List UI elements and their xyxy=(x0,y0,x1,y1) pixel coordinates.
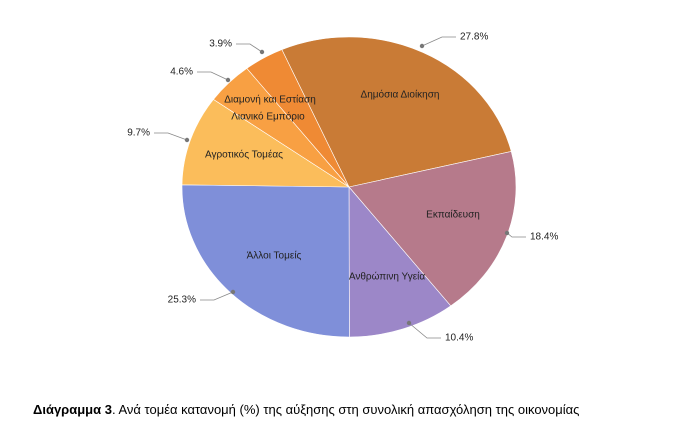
leader-dot xyxy=(504,230,510,236)
slice-label: Άλλοι Τομείς xyxy=(247,250,302,262)
leader-dot xyxy=(184,137,190,143)
value-label: 18.4% xyxy=(530,232,558,243)
pie-slice xyxy=(181,184,350,338)
value-label: 10.4% xyxy=(445,333,473,344)
leader-line xyxy=(506,232,526,238)
slice-label: Αγροτικός Τομέας xyxy=(205,149,283,161)
leader-dot xyxy=(225,77,231,83)
leader-dot xyxy=(419,43,425,49)
leader-line xyxy=(154,132,188,141)
caption-text: . Ανά τομέα κατανομή (%) της αύξησης στη… xyxy=(112,402,580,417)
leader-line xyxy=(421,36,456,47)
leader-dot xyxy=(406,320,412,326)
leader-line xyxy=(408,322,441,339)
slice-label: Εκπαίδευση xyxy=(426,209,480,221)
slice-label: Λιανικό Εμπόριο xyxy=(231,111,305,123)
pie-slice xyxy=(181,99,351,188)
leader-dot xyxy=(230,289,236,295)
value-label: 4.6% xyxy=(170,67,193,78)
value-label: 27.8% xyxy=(460,32,488,43)
pie-slice xyxy=(281,36,512,188)
value-label: 25.3% xyxy=(168,295,196,306)
leader-line xyxy=(197,71,229,81)
pie-slice xyxy=(246,49,350,188)
slice-label: Ανθρώπινη Υγεία xyxy=(349,271,426,283)
value-label: 3.9% xyxy=(209,39,232,50)
slice-label: Δημόσια Διοίκηση xyxy=(361,89,440,101)
pie-slice xyxy=(348,151,517,307)
caption: Διάγραμμα 3. Ανά τομέα κατανομή (%) της … xyxy=(33,402,579,417)
leader-dot xyxy=(259,49,265,55)
leader-line xyxy=(236,43,263,53)
caption-label: Διάγραμμα 3 xyxy=(33,402,112,417)
leader-line xyxy=(200,291,234,301)
value-label: 9.7% xyxy=(127,128,150,139)
pie-slice xyxy=(348,186,452,338)
slice-label: Διαμονή και Εστίαση xyxy=(224,94,316,106)
